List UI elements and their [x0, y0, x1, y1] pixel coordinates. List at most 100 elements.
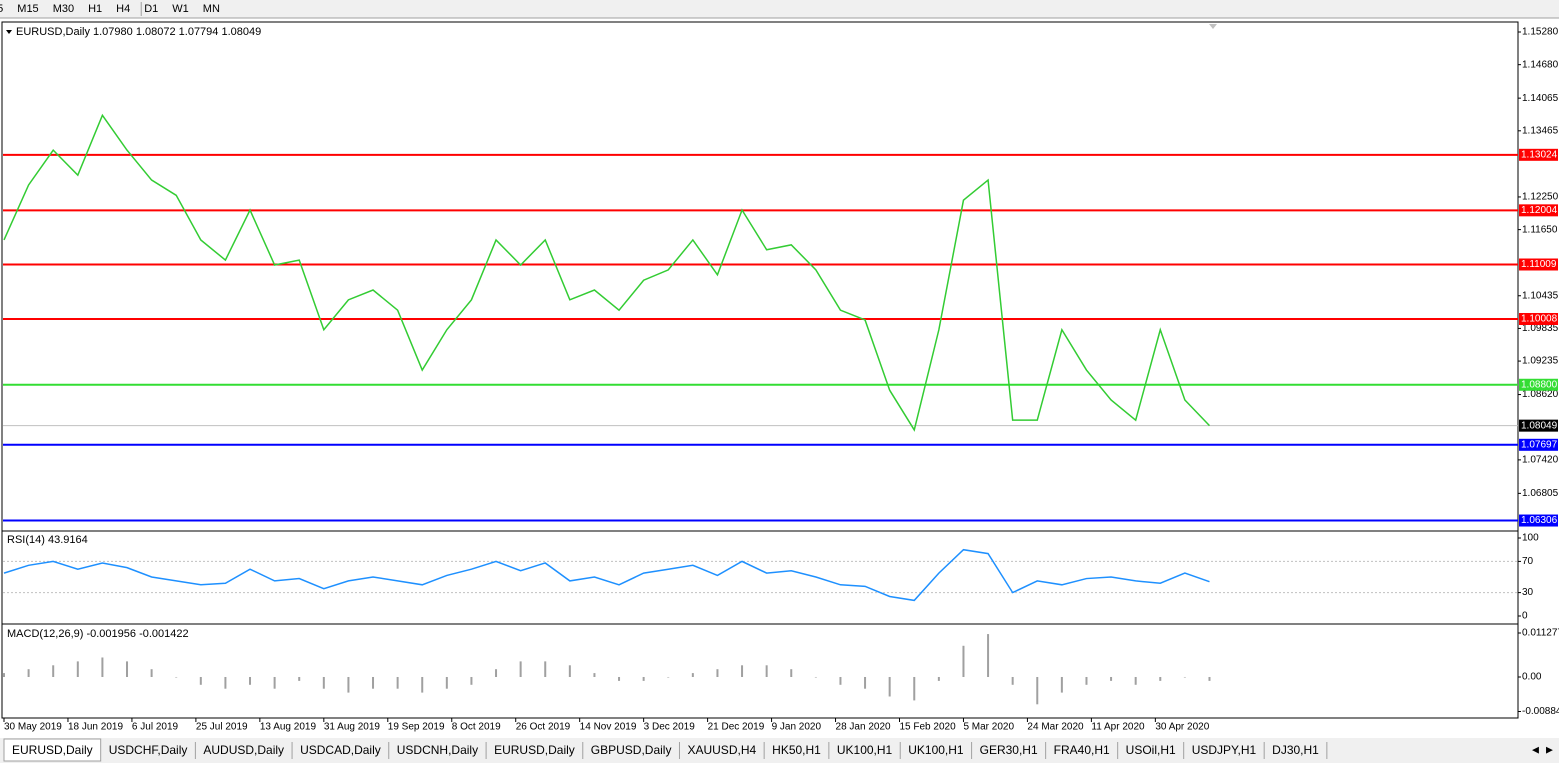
histogram-bar: [1036, 676, 1039, 705]
y-tick-label: 1.09235: [1522, 356, 1559, 367]
histogram-bar: [937, 676, 940, 681]
histogram-bar: [298, 676, 301, 681]
panel-title: EURUSD,Daily 1.07980 1.08072 1.07794 1.0…: [16, 26, 261, 38]
histogram-bar: [1011, 676, 1014, 685]
chart-frame: [1, 21, 1519, 719]
histogram-bar: [839, 676, 842, 685]
tab[interactable]: USDCHF,Daily: [109, 743, 188, 757]
tab[interactable]: GER30,H1: [980, 743, 1038, 757]
panel-title: MACD(12,26,9) -0.001956 -0.001422: [7, 628, 189, 640]
histogram-bar: [1085, 676, 1088, 685]
y-tick-label: 1.14065: [1522, 93, 1559, 104]
timeframe-button[interactable]: H1: [88, 3, 102, 15]
tab[interactable]: EURUSD,Daily: [494, 743, 575, 757]
level-label-box: [1519, 438, 1558, 451]
histogram-bar: [691, 673, 694, 677]
histogram-bar: [1110, 676, 1113, 681]
timeframe-button[interactable]: M5: [0, 3, 3, 15]
histogram-bar: [27, 669, 30, 677]
x-tick-label: 3 Dec 2019: [644, 722, 696, 733]
tab[interactable]: HK50,H1: [772, 743, 821, 757]
histogram-bar: [790, 669, 793, 677]
level-label-box: [1519, 148, 1558, 161]
histogram-bar: [1208, 676, 1211, 681]
histogram-bar: [568, 665, 571, 677]
histogram-bar: [1134, 676, 1137, 685]
histogram-bar: [1060, 676, 1063, 693]
level-label: 1.06306: [1521, 515, 1558, 526]
level-label-box: [1519, 514, 1558, 527]
histogram-bar: [199, 676, 202, 685]
histogram-bar: [347, 676, 350, 693]
toolbar: [0, 0, 1559, 18]
histogram-bar: [716, 669, 719, 677]
tab[interactable]: UK100,H1: [908, 743, 964, 757]
histogram-bar: [544, 661, 547, 677]
y-tick-label: 100: [1522, 533, 1539, 544]
histogram-bar: [372, 676, 375, 689]
tab[interactable]: USDCNH,Daily: [397, 743, 478, 757]
timeframe-button[interactable]: H4: [116, 3, 130, 15]
x-tick-label: 11 Apr 2020: [1091, 722, 1145, 733]
x-tick-label: 24 Mar 2020: [1027, 722, 1084, 733]
x-tick-label: 13 Aug 2019: [260, 722, 317, 733]
tab-bar: [0, 738, 1559, 763]
level-label-box: [1519, 258, 1558, 271]
tab-scroll: ▶: [1546, 744, 1553, 754]
x-tick-label: 31 Aug 2019: [324, 722, 381, 733]
timeframe-button[interactable]: W1: [172, 3, 189, 15]
tab[interactable]: DJ30,H1: [1272, 743, 1319, 757]
tab[interactable]: GBPUSD,Daily: [591, 743, 672, 757]
histogram-bar: [888, 676, 891, 697]
tab[interactable]: EURUSD,Daily: [12, 743, 93, 757]
timeframe-button[interactable]: M30: [53, 3, 74, 15]
y-tick-label: 1.11650: [1522, 224, 1558, 235]
level-label-box: [1519, 312, 1558, 325]
tab[interactable]: USOil,H1: [1126, 743, 1176, 757]
histogram-bar: [593, 673, 596, 677]
histogram-bar: [249, 676, 252, 685]
histogram-bar: [445, 676, 448, 689]
series-line: [3, 548, 1210, 602]
histogram-bar: [962, 645, 965, 677]
y-tick-label: 1.13465: [1522, 125, 1559, 136]
y-tick-label: 1.12250: [1522, 192, 1559, 203]
timeframe-button[interactable]: M15: [17, 3, 38, 15]
histogram-bar: [150, 669, 153, 677]
level-label: 1.12004: [1521, 205, 1558, 216]
y-tick-label: 1.07420: [1522, 455, 1559, 466]
y-tick-label: 70: [1522, 556, 1534, 567]
histogram-bar: [1159, 676, 1162, 681]
histogram-bar: [814, 676, 817, 678]
histogram-bar: [470, 676, 473, 685]
y-tick-label: 30: [1522, 587, 1534, 598]
level-label: 1.07697: [1521, 439, 1558, 450]
y-tick-label: 1.14680: [1522, 59, 1559, 70]
tab[interactable]: XAUUSD,H4: [687, 743, 756, 757]
tab[interactable]: USDCAD,Daily: [300, 743, 381, 757]
histogram-bar: [864, 676, 867, 689]
y-tick-label: 0.00: [1522, 672, 1542, 683]
histogram-bar: [126, 661, 129, 677]
histogram-bar: [322, 676, 325, 689]
tab[interactable]: FRA40,H1: [1054, 743, 1110, 757]
histogram-bar: [52, 665, 55, 677]
timeframe-button[interactable]: MN: [203, 3, 220, 15]
histogram-bar: [224, 676, 227, 689]
histogram-bar: [76, 661, 79, 677]
x-tick-label: 30 Apr 2020: [1155, 722, 1209, 733]
histogram-bar: [519, 661, 522, 677]
level-label-box: [1519, 419, 1558, 432]
x-tick-label: 30 May 2019: [4, 722, 62, 733]
y-tick-label: 0.011277: [1522, 628, 1559, 639]
tab[interactable]: USDJPY,H1: [1192, 743, 1257, 757]
level-label: 1.13024: [1521, 149, 1558, 160]
tab[interactable]: UK100,H1: [837, 743, 893, 757]
x-tick-label: 14 Nov 2019: [580, 722, 637, 733]
histogram-bar: [421, 676, 424, 693]
level-label: 1.10008: [1521, 314, 1558, 325]
timeframe-button[interactable]: D1: [144, 3, 158, 15]
histogram-bar: [765, 665, 768, 677]
tab[interactable]: AUDUSD,Daily: [203, 743, 284, 757]
